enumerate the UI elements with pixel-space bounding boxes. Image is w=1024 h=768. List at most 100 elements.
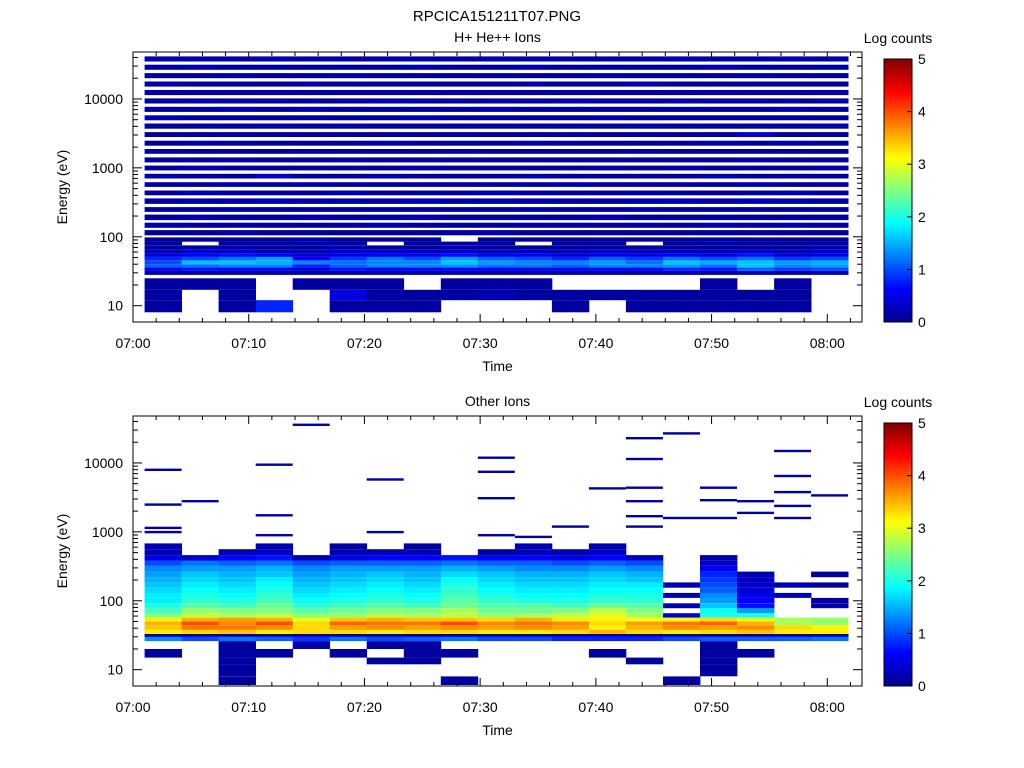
- spectrogram-cell: [811, 636, 849, 642]
- spectrogram-cell: [144, 603, 182, 609]
- spectrogram-cell: [737, 132, 775, 137]
- spectrogram-cell: [811, 123, 849, 129]
- spectrogram-cell: [440, 73, 479, 79]
- spectrogram-cell: [588, 249, 627, 254]
- spectrogram-cell: [551, 608, 590, 614]
- spectrogram-cell: [700, 264, 738, 268]
- spectrogram-cell: [329, 603, 368, 609]
- spectrogram-cell: [292, 249, 331, 254]
- spectrogram-cell: [477, 132, 516, 137]
- spectrogram-cell: [625, 98, 664, 104]
- spectrogram-cell: [255, 571, 294, 578]
- spectrogram-cell: [774, 264, 812, 268]
- spectrogram-cell: [663, 106, 701, 112]
- spectrogram-cell: [477, 207, 516, 212]
- spectrogram-cell: [737, 629, 775, 634]
- spectrogram-cell: [700, 222, 738, 228]
- spectrogram-cell: [811, 106, 849, 112]
- spectrogram-line: [700, 516, 737, 520]
- spectrogram-cell: [218, 592, 256, 598]
- spectrogram-cell: [218, 198, 256, 204]
- spectrogram-cell: [329, 98, 368, 104]
- spectrogram-line: [477, 497, 515, 500]
- spectrogram-line: [663, 516, 700, 520]
- spectrogram-cell: [403, 549, 442, 556]
- spectrogram-cell: [181, 237, 219, 242]
- spectrogram-cell: [329, 140, 368, 146]
- spectrogram-cell: [700, 230, 738, 236]
- spectrogram-cell: [255, 267, 294, 271]
- spectrogram-cell: [514, 173, 553, 179]
- spectrogram-cell: [292, 241, 331, 246]
- spectrogram-cell: [514, 543, 553, 550]
- spectrogram-cell: [440, 613, 479, 618]
- spectrogram-cell: [663, 256, 701, 261]
- spectrogram-cell: [144, 98, 182, 104]
- spectrogram-cell: [774, 98, 812, 104]
- spectrogram-cell: [477, 115, 516, 121]
- spectrogram-cell: [403, 253, 442, 257]
- spectrogram-cell: [625, 157, 664, 163]
- spectrogram-cell: [218, 278, 256, 290]
- spectrogram-cell: [292, 132, 331, 137]
- spectrogram-cell: [700, 270, 738, 275]
- spectrogram-cell: [477, 198, 516, 204]
- y-tick-label: 10000: [84, 455, 123, 471]
- spectrogram-cell: [737, 597, 775, 604]
- spectrogram-cell: [144, 608, 182, 614]
- spectrogram-cell: [292, 571, 331, 578]
- spectrogram-cell: [477, 256, 516, 261]
- spectrogram-cell: [181, 597, 219, 604]
- spectrogram-cell: [663, 260, 701, 265]
- spectrogram-cell: [477, 222, 516, 228]
- spectrogram-cell: [292, 260, 331, 265]
- spectrogram-cell: [218, 253, 256, 257]
- spectrogram-cell: [255, 157, 294, 163]
- spectrogram-cell: [255, 649, 294, 658]
- spectrogram-cell: [774, 237, 812, 242]
- spectrogram-cell: [514, 256, 553, 261]
- spectrogram-cell: [700, 90, 738, 96]
- spectrogram-cell: [588, 56, 627, 62]
- spectrogram-cell: [625, 603, 664, 609]
- y-tick-label: 1000: [92, 524, 123, 540]
- spectrogram-cell: [181, 577, 219, 583]
- spectrogram-cell: [403, 214, 442, 221]
- spectrogram-cell: [477, 278, 516, 290]
- spectrogram-cell: [440, 98, 479, 104]
- spectrogram-cell: [514, 64, 553, 70]
- spectrogram-cell: [663, 198, 701, 204]
- spectrogram-cell: [440, 256, 479, 261]
- spectrogram-cell: [144, 222, 182, 228]
- spectrogram-cell: [625, 237, 664, 242]
- spectrogram-cell: [737, 106, 775, 112]
- spectrogram-cell: [144, 617, 182, 622]
- spectrogram-cell: [292, 625, 331, 630]
- spectrogram-cell: [403, 636, 442, 642]
- spectrogram-cell: [588, 140, 627, 146]
- spectrogram-cell: [218, 560, 256, 566]
- spectrogram-cell: [514, 245, 553, 250]
- spectrogram-cell: [588, 592, 627, 598]
- spectrogram-cell: [551, 98, 590, 104]
- spectrogram-cell: [218, 190, 256, 196]
- spectrogram-cell: [403, 603, 442, 609]
- spectrogram-cell: [737, 260, 775, 265]
- spectrogram-cell: [700, 636, 738, 642]
- spectrogram-cell: [588, 267, 627, 271]
- spectrogram-cell: [366, 245, 405, 250]
- spectrogram-cell: [403, 587, 442, 593]
- spectrogram-line: [514, 535, 552, 539]
- spectrogram-cell: [218, 245, 256, 250]
- spectrogram-cell: [588, 636, 627, 642]
- spectrogram-cell: [440, 149, 479, 154]
- spectrogram-cell: [477, 629, 516, 634]
- spectrogram-cell: [663, 617, 701, 622]
- spectrogram-cell: [329, 64, 368, 70]
- spectrogram-cell: [218, 260, 256, 265]
- spectrogram-cell: [774, 582, 812, 588]
- spectrogram-cell: [625, 198, 664, 204]
- spectrogram-cell: [255, 621, 294, 626]
- spectrogram-cell: [218, 571, 256, 578]
